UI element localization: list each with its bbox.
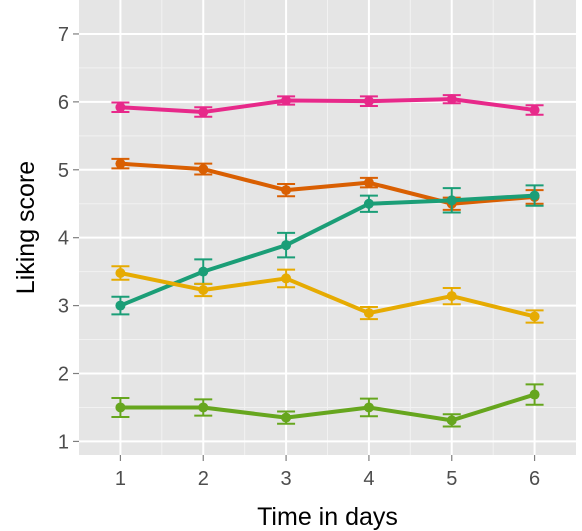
grid-major xyxy=(79,0,576,455)
data-point xyxy=(446,195,457,206)
data-point xyxy=(529,389,540,400)
data-point xyxy=(198,164,209,175)
data-point xyxy=(363,177,374,188)
data-point xyxy=(281,412,292,423)
x-axis-title: Time in days xyxy=(257,503,398,531)
grid-minor xyxy=(79,0,576,455)
data-point xyxy=(198,107,209,118)
x-tick-label: 1 xyxy=(115,468,126,490)
y-axis-ticks: 1 2 3 4 5 6 7 xyxy=(58,24,79,453)
y-axis-title: Liking score xyxy=(12,161,40,294)
series-line xyxy=(118,161,537,206)
data-point xyxy=(446,291,457,302)
data-point xyxy=(198,402,209,413)
series-layer xyxy=(111,94,544,428)
x-tick-label: 5 xyxy=(446,468,457,490)
series-line xyxy=(118,271,537,319)
data-point xyxy=(529,190,540,201)
y-tick-label: 2 xyxy=(58,364,69,386)
data-point xyxy=(115,158,126,169)
series-1 xyxy=(111,94,544,118)
y-tick-label: 3 xyxy=(58,296,69,318)
y-tick-label: 4 xyxy=(58,228,69,250)
x-tick-label: 3 xyxy=(281,468,292,490)
data-point xyxy=(529,311,540,322)
y-tick-label: 7 xyxy=(58,24,69,46)
data-point xyxy=(281,95,292,106)
series-5 xyxy=(111,383,544,428)
y-tick-label: 5 xyxy=(58,160,69,182)
series-4 xyxy=(111,265,544,324)
x-tick-label: 4 xyxy=(363,468,374,490)
data-point xyxy=(115,268,126,278)
x-axis-ticks: 1 2 3 4 5 6 xyxy=(115,455,540,490)
series-3 xyxy=(111,184,544,316)
data-point xyxy=(281,185,292,196)
data-point xyxy=(115,402,126,413)
data-point xyxy=(281,240,292,251)
data-point xyxy=(115,300,126,311)
y-tick-label: 1 xyxy=(58,431,69,453)
x-tick-label: 6 xyxy=(529,468,540,490)
series-line xyxy=(118,392,537,423)
data-point xyxy=(198,284,209,295)
data-point xyxy=(363,96,374,107)
data-point xyxy=(529,105,540,116)
series-line xyxy=(118,193,537,308)
x-tick-label: 2 xyxy=(198,468,209,490)
data-point xyxy=(363,402,374,413)
data-point xyxy=(198,266,209,277)
data-point xyxy=(281,273,292,284)
data-point xyxy=(446,415,457,426)
data-point xyxy=(115,102,126,113)
y-tick-label: 6 xyxy=(58,92,69,114)
data-point xyxy=(446,94,457,105)
data-point xyxy=(363,198,374,209)
data-point xyxy=(363,308,374,319)
series-line xyxy=(118,97,537,115)
